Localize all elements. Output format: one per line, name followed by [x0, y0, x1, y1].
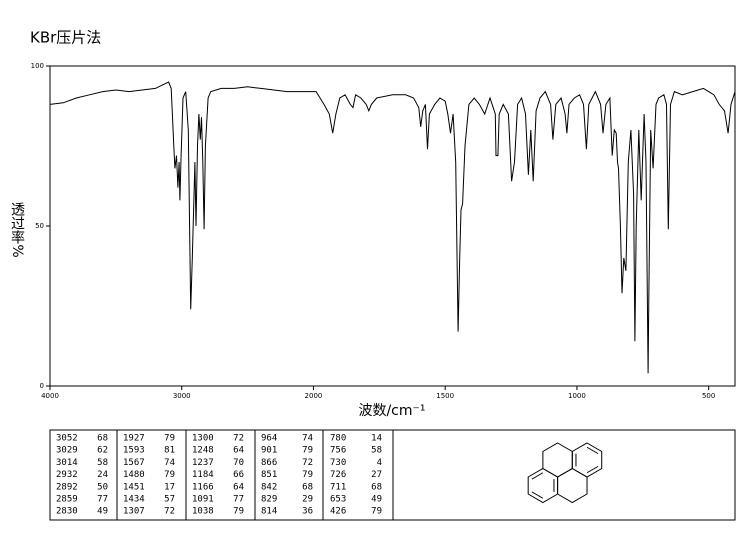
peak-transmittance: 68: [302, 482, 313, 492]
x-tick-label: 2000: [305, 392, 323, 400]
peak-wavenumber: 851: [261, 470, 277, 480]
x-tick-label: 1000: [568, 392, 586, 400]
peak-transmittance: 74: [302, 434, 313, 444]
double-bond: [531, 491, 544, 499]
peak-wavenumber: 1300: [192, 434, 214, 444]
peak-transmittance: 17: [164, 482, 175, 492]
peak-wavenumber: 730: [330, 458, 346, 468]
peak-wavenumber: 2859: [56, 495, 78, 505]
peak-wavenumber: 1166: [192, 482, 214, 492]
peak-transmittance: 24: [97, 470, 108, 480]
peak-wavenumber: 866: [261, 458, 277, 468]
peak-transmittance: 68: [97, 434, 108, 444]
chart-title: KBr压片法: [30, 29, 101, 47]
peak-transmittance: 79: [233, 507, 244, 517]
peak-transmittance: 70: [233, 458, 244, 468]
peak-wavenumber: 829: [261, 495, 277, 505]
peak-transmittance: 4: [377, 458, 382, 468]
peak-wavenumber: 780: [330, 434, 346, 444]
peak-wavenumber: 814: [261, 507, 277, 517]
peak-transmittance: 72: [302, 458, 313, 468]
peak-wavenumber: 1091: [192, 495, 214, 505]
peak-transmittance: 81: [164, 446, 175, 456]
peak-transmittance: 79: [302, 470, 313, 480]
peak-wavenumber: 1184: [192, 470, 214, 480]
ring: [571, 442, 603, 478]
peak-wavenumber: 2932: [56, 470, 78, 480]
peak-transmittance: 64: [233, 446, 244, 456]
peak-transmittance: 14: [371, 434, 382, 444]
peak-wavenumber: 1567: [123, 458, 145, 468]
peak-wavenumber: 1434: [123, 495, 145, 505]
y-axis-label: 透过率%: [9, 202, 25, 257]
x-tick-label: 4000: [41, 392, 59, 400]
peak-transmittance: 66: [233, 470, 244, 480]
peak-wavenumber: 1480: [123, 470, 145, 480]
peak-wavenumber: 653: [330, 495, 346, 505]
peak-wavenumber: 3014: [56, 458, 78, 468]
molecule-structure: [527, 442, 603, 504]
x-tick-label: 500: [702, 392, 715, 400]
peak-wavenumber: 2892: [56, 482, 78, 492]
peak-transmittance: 57: [164, 495, 175, 505]
peak-wavenumber: 901: [261, 446, 277, 456]
peak-transmittance: 27: [371, 470, 382, 480]
peak-transmittance: 77: [97, 495, 108, 505]
peak-transmittance: 49: [371, 495, 382, 505]
peak-transmittance: 36: [302, 507, 313, 517]
plot-frame: [49, 65, 736, 387]
peak-transmittance: 58: [371, 446, 382, 456]
peak-wavenumber: 726: [330, 470, 346, 480]
peak-wavenumber: 711: [330, 482, 346, 492]
ring: [557, 467, 588, 504]
peak-wavenumber: 1038: [192, 507, 214, 517]
peak-transmittance: 62: [97, 446, 108, 456]
peak-transmittance: 29: [302, 495, 313, 505]
y-tick-label: 100: [31, 62, 44, 70]
peak-transmittance: 74: [164, 458, 175, 468]
ring: [542, 442, 573, 478]
peak-transmittance: 68: [371, 482, 382, 492]
peak-wavenumber: 1927: [123, 434, 145, 444]
peak-transmittance: 72: [164, 507, 175, 517]
peak-wavenumber: 1451: [123, 482, 145, 492]
ring: [527, 467, 559, 504]
peak-transmittance: 50: [97, 482, 108, 492]
peak-transmittance: 79: [164, 434, 175, 444]
peak-transmittance: 58: [97, 458, 108, 468]
x-tick-label: 1500: [436, 392, 454, 400]
double-bond: [586, 446, 599, 455]
peak-transmittance: 49: [97, 507, 108, 517]
peak-wavenumber: 3052: [56, 434, 78, 444]
peak-transmittance: 64: [233, 482, 244, 492]
spectrum-line: [49, 81, 736, 374]
peak-wavenumber: 1248: [192, 446, 214, 456]
peak-wavenumber: 1237: [192, 458, 214, 468]
peak-wavenumber: 842: [261, 482, 277, 492]
table-dividers: [116, 430, 394, 520]
peak-wavenumber: 1307: [123, 507, 145, 517]
double-bond: [586, 465, 599, 474]
y-tick-label: 0: [40, 382, 44, 390]
peak-wavenumber: 756: [330, 446, 346, 456]
peak-wavenumber: 964: [261, 434, 277, 444]
peak-wavenumber: 3029: [56, 446, 78, 456]
peak-wavenumber: 2830: [56, 507, 78, 517]
peak-transmittance: 72: [233, 434, 244, 444]
x-axis-label: 波数/cm⁻¹: [358, 403, 425, 419]
peak-wavenumber: 1593: [123, 446, 145, 456]
y-tick-label: 50: [35, 222, 44, 230]
peak-transmittance: 79: [302, 446, 313, 456]
peak-transmittance: 77: [233, 495, 244, 505]
peak-transmittance: 79: [164, 470, 175, 480]
x-tick-label: 3000: [173, 392, 191, 400]
peak-transmittance: 79: [371, 507, 382, 517]
peak-wavenumber: 426: [330, 507, 346, 517]
double-bond: [531, 472, 544, 480]
